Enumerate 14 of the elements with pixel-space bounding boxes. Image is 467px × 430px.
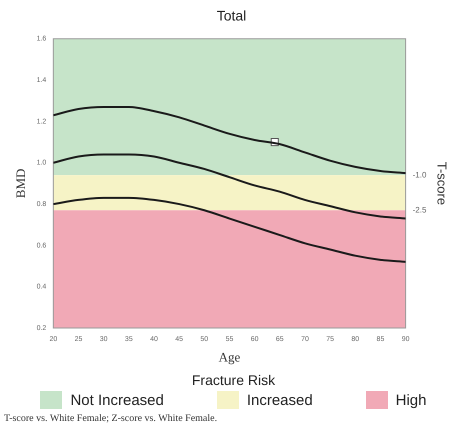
x-axis-title: Age (218, 350, 241, 365)
y2-tick-label: -2.5 (412, 206, 427, 215)
legend-label: Increased (246, 392, 313, 408)
line-series (53, 153, 406, 220)
chart-title: Total (216, 7, 246, 24)
y2-axis-title: T-score (434, 162, 450, 206)
legend-title: Fracture Risk (190, 372, 276, 388)
line-series (53, 106, 406, 174)
legend-label: Not Increased (70, 392, 164, 408)
y-axis-title: BMD (13, 168, 28, 198)
line-series (53, 196, 406, 263)
text: T-score vs. White Female; Z-score vs. White Female. (4, 413, 218, 424)
y2-tick-label: -1.0 (412, 170, 427, 180)
legend-label: High (396, 392, 426, 408)
